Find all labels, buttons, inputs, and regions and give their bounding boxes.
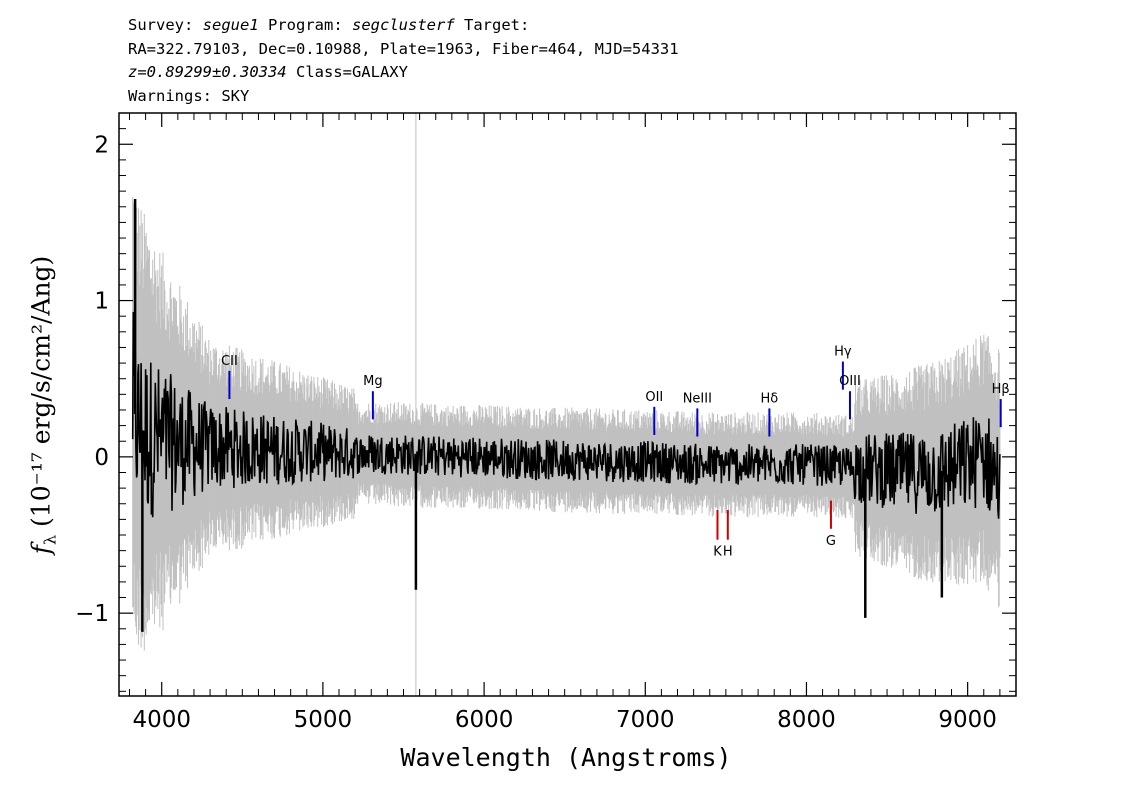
line-marker-label: Hβ (992, 382, 1010, 397)
header-line-redshift: z=0.89299±0.30334 Class=GALAXY (128, 61, 679, 85)
line-marker-label: K (713, 545, 722, 560)
error-band (132, 113, 1001, 696)
x-tick-label: 4000 (132, 707, 191, 733)
flux-line (131, 311, 1001, 519)
x-tick-label: 9000 (938, 707, 997, 733)
line-marker-label: Hδ (761, 391, 779, 406)
x-tick-label: 7000 (616, 707, 675, 733)
y-tick-label: −1 (75, 601, 109, 627)
x-tick-label: 5000 (294, 707, 353, 733)
line-marker-label: NeIII (683, 391, 712, 406)
y-axis-label: fλ (10⁻¹⁷ erg/s/cm²/Ang) (27, 256, 60, 555)
program-value: segclusterf (352, 16, 455, 34)
y-axis-label-subscript: λ (40, 534, 60, 546)
line-marker-label: OII (645, 390, 663, 405)
header-line-survey: Survey: segue1 Program: segclusterf Targ… (128, 14, 679, 38)
x-tick-label: 6000 (455, 707, 514, 733)
target-label: Target: (464, 16, 530, 34)
line-marker-label: CII (221, 354, 238, 369)
spectral-line-markers: CII Mg OII NeIII Hδ Hγ OIII Hβ K H G (221, 345, 1010, 560)
line-marker-label: Mg (363, 374, 382, 389)
survey-label: Survey: (128, 16, 194, 34)
header-line-coordinates: RA=322.79103, Dec=0.10988, Plate=1963, F… (128, 39, 679, 58)
x-axis-label: Wavelength (Angstroms) (400, 743, 732, 772)
flux-series (131, 198, 1001, 632)
line-marker-label: OIII (839, 374, 861, 389)
class-value: Class=GALAXY (295, 63, 408, 81)
line-marker-label: H (723, 545, 733, 560)
survey-value: segue1 (202, 16, 259, 34)
y-tick-label: 1 (94, 289, 109, 315)
y-tick-label: 2 (94, 132, 109, 158)
line-marker-label: Hγ (834, 345, 852, 360)
plot-frame (118, 112, 1017, 697)
header-line-warnings: Warnings: SKY (128, 86, 250, 105)
redshift-value: z=0.89299±0.30334 (128, 63, 287, 81)
plot-axes: 4000 5000 6000 7000 8000 9000 −1 0 1 2 (75, 112, 1017, 733)
y-tick-label: 0 (94, 445, 109, 471)
y-axis-label-symbol: f (26, 545, 56, 555)
spectrum-header: Survey: segue1 Program: segclusterf Targ… (128, 14, 679, 108)
program-label: Program: (268, 16, 343, 34)
x-tick-label: 8000 (777, 707, 836, 733)
line-marker-label: G (826, 534, 836, 549)
y-axis-label-units: (10⁻¹⁷ erg/s/cm²/Ang) (26, 255, 56, 535)
